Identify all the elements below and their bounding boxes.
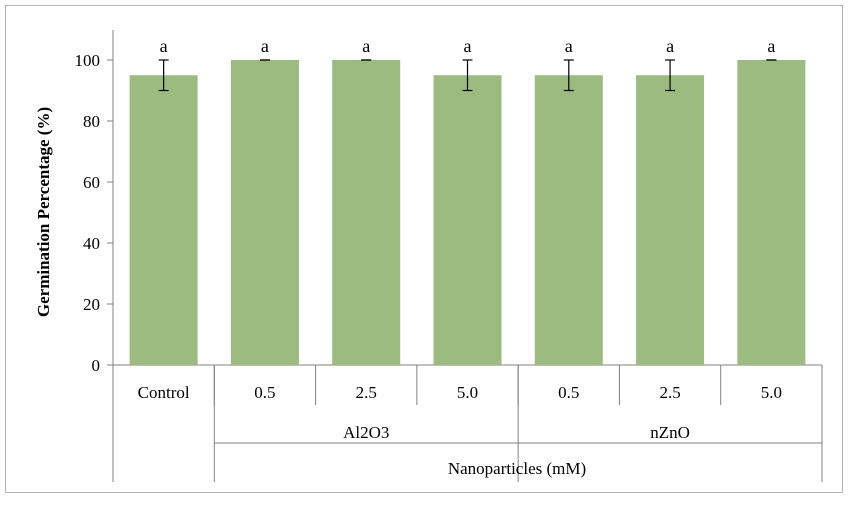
group-label: Al2O3: [343, 423, 389, 442]
significance-label: a: [362, 36, 370, 56]
y-axis-title: Germination Percentage (%): [34, 107, 53, 317]
x-tick-label: 2.5: [356, 383, 377, 402]
bar: [534, 75, 603, 365]
bar: [737, 60, 806, 365]
bar: [332, 60, 401, 365]
x-tick-label: 0.5: [558, 383, 579, 402]
significance-label: a: [160, 36, 168, 56]
significance-label: a: [464, 36, 472, 56]
x-tick-label: Control: [138, 383, 190, 402]
y-tick-label: 80: [83, 112, 100, 131]
x-tick-label: 0.5: [254, 383, 275, 402]
y-tick-label: 0: [92, 356, 101, 375]
bar: [129, 75, 198, 365]
significance-label: a: [767, 36, 775, 56]
x-tick-label: 5.0: [761, 383, 782, 402]
y-tick-label: 40: [83, 234, 100, 253]
bar: [230, 60, 299, 365]
x-axis-title: Nanoparticles (mM): [448, 459, 586, 478]
y-tick-label: 100: [75, 51, 101, 70]
significance-label: a: [565, 36, 573, 56]
y-tick-label: 60: [83, 173, 100, 192]
significance-label: a: [666, 36, 674, 56]
x-tick-label: 2.5: [659, 383, 680, 402]
group-label: nZnO: [650, 423, 690, 442]
x-tick-label: 5.0: [457, 383, 478, 402]
bar: [636, 75, 705, 365]
y-tick-label: 20: [83, 295, 100, 314]
bar: [433, 75, 502, 365]
significance-label: a: [261, 36, 269, 56]
